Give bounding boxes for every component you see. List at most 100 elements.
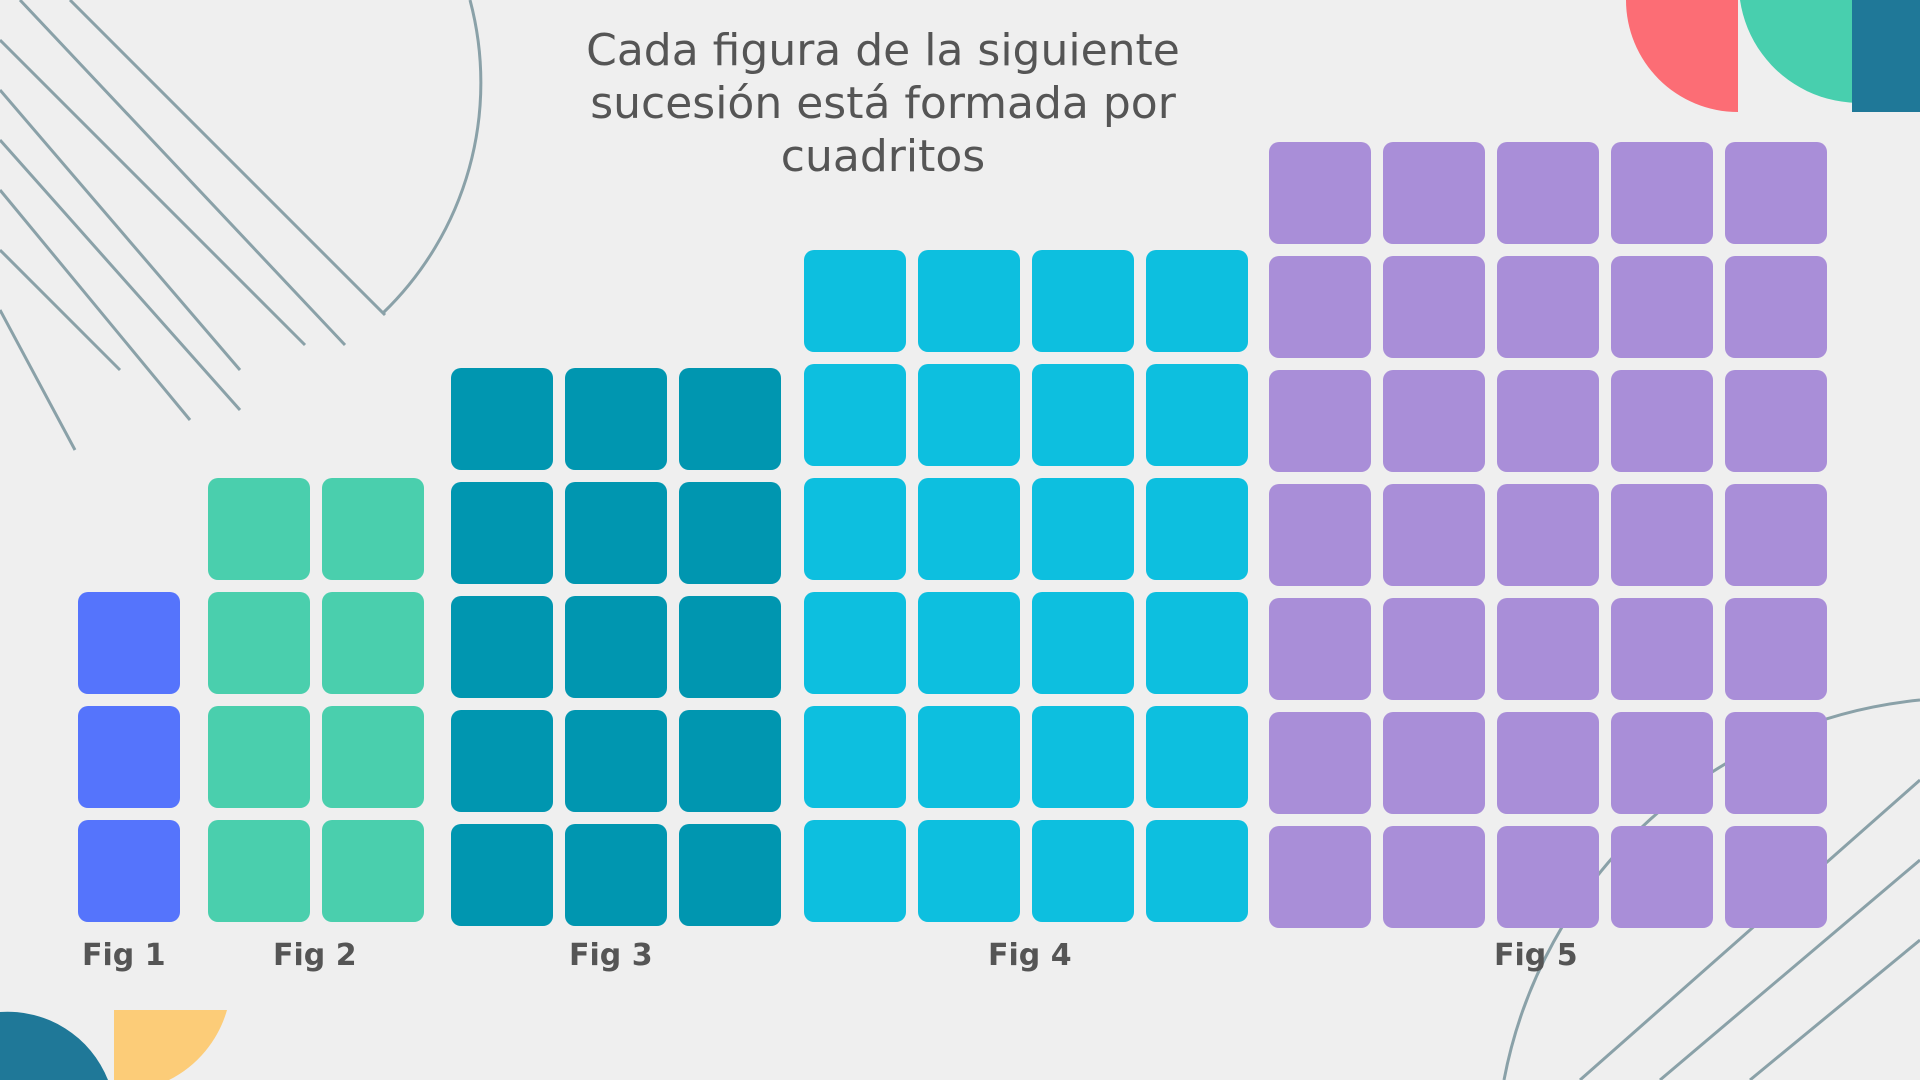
figure-5-square [1383,712,1485,814]
title-line-3: cuadritos [780,131,986,182]
figure-3-label: Fig 3 [569,938,653,973]
figure-3-square [565,482,667,584]
figure-4-square [804,706,906,808]
dark-blue-bottom-left-circle [0,1011,108,1080]
figure-4-square [1032,706,1134,808]
figure-2-label: Fig 2 [273,938,357,973]
figure-3-square [451,482,553,584]
figure-3-square [679,596,781,698]
figure-5-square [1497,598,1599,700]
figure-1 [78,592,180,922]
figure-5-square [1497,256,1599,358]
figure-5-square [1497,826,1599,928]
figure-5-square [1725,142,1827,244]
figure-5-square [1725,826,1827,928]
top-left-diagonal-lines [0,0,387,451]
figure-4-square [1032,364,1134,466]
figure-5-square [1497,142,1599,244]
figure-4-square [1146,592,1248,694]
figure-4-square [804,592,906,694]
figure-4-square [918,250,1020,352]
figure-5-square [1611,712,1713,814]
figure-4 [804,250,1248,922]
figure-1-square [78,592,180,694]
figure-4-square [918,364,1020,466]
figure-5-square [1383,598,1485,700]
figure-5-square [1611,826,1713,928]
figure-2-square [322,592,424,694]
figure-5-square [1725,256,1827,358]
figure-4-square [918,478,1020,580]
figure-5-square [1269,826,1371,928]
figure-3 [451,368,781,926]
figure-4-label: Fig 4 [988,938,1072,973]
figure-4-square [1032,478,1134,580]
figure-5-square [1611,598,1713,700]
figure-3-square [679,368,781,470]
figure-4-square [804,250,906,352]
figure-5-square [1269,370,1371,472]
figure-2-square [322,706,424,808]
figure-4-square [804,364,906,466]
figure-5-square [1383,370,1485,472]
figure-4-square [1032,250,1134,352]
figure-4-square [1032,592,1134,694]
top-left-arc [381,0,483,315]
yellow-bottom-left-quarter [114,1010,227,1080]
figure-3-square [565,824,667,926]
figure-5-square [1497,370,1599,472]
figure-1-label: Fig 1 [82,938,166,973]
figure-5-square [1383,484,1485,586]
title-line-2: sucesión está formada por [590,78,1176,129]
dark-blue-quarter-circle [1852,0,1920,112]
figure-5-square [1611,256,1713,358]
figure-5-square [1269,484,1371,586]
page-title: Cada figura de la siguiente sucesión est… [483,24,1283,183]
figure-5-square [1725,598,1827,700]
figure-3-square [451,824,553,926]
figure-2-square [322,820,424,922]
figure-2 [208,478,424,922]
figure-4-square [918,706,1020,808]
figure-5-square [1269,598,1371,700]
figure-4-square [804,478,906,580]
figure-3-square [451,368,553,470]
figure-3-square [565,710,667,812]
figure-3-square [565,368,667,470]
figure-5-square [1269,142,1371,244]
figure-2-square [322,478,424,580]
figure-4-square [1146,706,1248,808]
figure-5-square [1725,370,1827,472]
figure-5-square [1725,712,1827,814]
bottom-right-lines [1502,698,1920,1080]
figure-5-label: Fig 5 [1494,938,1578,973]
figure-2-square [208,592,310,694]
figure-5-square [1269,712,1371,814]
coral-quarter-circle [1626,0,1738,112]
figure-4-square [1146,250,1248,352]
figure-4-square [918,820,1020,922]
figure-3-square [451,596,553,698]
figure-5-square [1611,370,1713,472]
figure-2-square [208,478,310,580]
figure-2-square [208,820,310,922]
figure-5-square [1497,712,1599,814]
figure-4-square [1146,364,1248,466]
figure-1-square [78,706,180,808]
figure-4-square [1032,820,1134,922]
figure-5-square [1497,484,1599,586]
figure-3-square [451,710,553,812]
figure-5-square [1383,826,1485,928]
figure-3-square [679,824,781,926]
figure-3-square [679,482,781,584]
title-line-1: Cada figura de la siguiente [586,25,1180,76]
figure-4-square [1146,820,1248,922]
figure-5-square [1269,256,1371,358]
figure-3-square [565,596,667,698]
figure-5-square [1611,142,1713,244]
figure-5-square [1611,484,1713,586]
figure-5-square [1383,256,1485,358]
figure-5 [1269,142,1827,928]
figure-1-square [78,820,180,922]
